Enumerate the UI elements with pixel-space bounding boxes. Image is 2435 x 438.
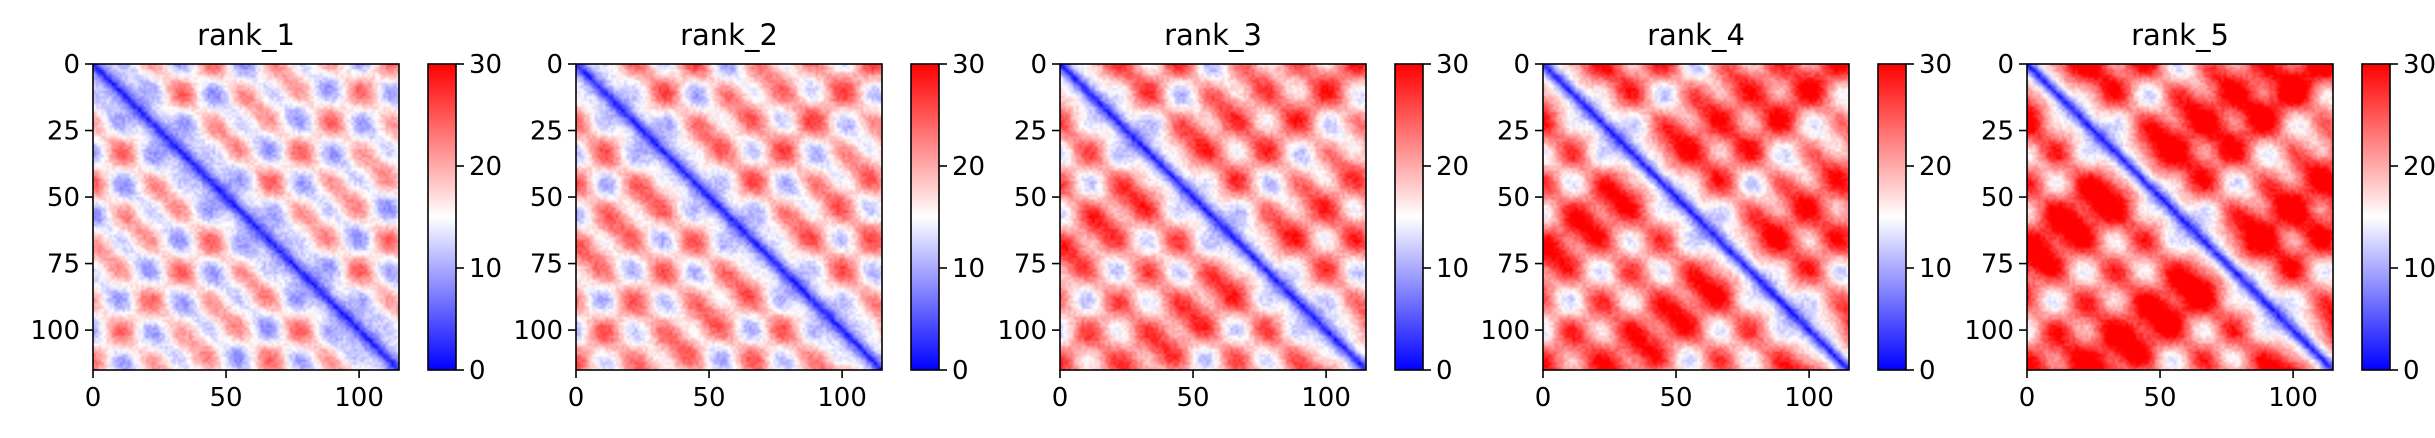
x-tick-label: 0	[2019, 383, 2036, 413]
colorbar-tick-label: 0	[2403, 356, 2420, 386]
y-tick-label: 50	[1014, 183, 1047, 213]
axes-frame	[1542, 63, 1850, 371]
heatmap-image	[1543, 64, 1849, 370]
colorbar	[427, 63, 457, 371]
colorbar-tick-label: 10	[1919, 254, 1952, 284]
heatmap-title: rank_5	[2131, 18, 2229, 52]
y-tick-label: 100	[1480, 316, 1530, 346]
y-tick-label: 25	[1981, 117, 2014, 147]
colorbar-tick-label: 10	[952, 254, 985, 284]
colorbar	[1394, 63, 1424, 371]
colorbar-tick-label: 30	[1919, 50, 1952, 80]
x-tick-label: 0	[1052, 383, 1069, 413]
colorbar-tick-label: 20	[952, 152, 985, 182]
x-tick-label: 50	[692, 383, 725, 413]
y-tick-label: 25	[530, 117, 563, 147]
heatmap-title: rank_2	[680, 18, 778, 52]
x-tick-label: 100	[2268, 383, 2318, 413]
y-tick-label: 100	[997, 316, 1047, 346]
y-tick-label: 0	[1513, 50, 1530, 80]
colorbar-tick-label: 20	[469, 152, 502, 182]
y-tick-label: 50	[47, 183, 80, 213]
colorbar-tick-label: 30	[952, 50, 985, 80]
x-tick-label: 100	[817, 383, 867, 413]
colorbar	[1877, 63, 1907, 371]
x-tick-label: 50	[1659, 383, 1692, 413]
y-tick-label: 75	[47, 250, 80, 280]
colorbar-tick-label: 30	[1436, 50, 1469, 80]
heatmap-image	[576, 64, 882, 370]
heatmap-title: rank_1	[197, 18, 295, 52]
y-tick-label: 50	[530, 183, 563, 213]
colorbar	[2361, 63, 2391, 371]
x-tick-label: 50	[1176, 383, 1209, 413]
colorbar-tick-label: 0	[952, 356, 969, 386]
colorbar-tick-label: 20	[1436, 152, 1469, 182]
x-tick-label: 100	[334, 383, 384, 413]
heatmap-title: rank_3	[1164, 18, 1262, 52]
x-tick-label: 100	[1784, 383, 1834, 413]
axes-frame	[92, 63, 400, 371]
heatmap-image	[1060, 64, 1366, 370]
colorbar-tick-label: 10	[469, 254, 502, 284]
y-tick-label: 0	[63, 50, 80, 80]
x-tick-label: 100	[1301, 383, 1351, 413]
x-tick-label: 0	[85, 383, 102, 413]
y-tick-label: 100	[30, 316, 80, 346]
colorbar-tick-label: 20	[1919, 152, 1952, 182]
y-tick-label: 0	[546, 50, 563, 80]
y-tick-label: 100	[513, 316, 563, 346]
x-tick-label: 0	[1535, 383, 1552, 413]
y-tick-label: 25	[1014, 117, 1047, 147]
y-tick-label: 75	[1497, 250, 1530, 280]
y-tick-label: 50	[1497, 183, 1530, 213]
y-tick-label: 75	[1981, 250, 2014, 280]
colorbar-tick-label: 10	[2403, 254, 2435, 284]
colorbar-tick-label: 0	[1919, 356, 1936, 386]
colorbar-tick-label: 10	[1436, 254, 1469, 284]
y-tick-label: 0	[1030, 50, 1047, 80]
axes-frame	[1059, 63, 1367, 371]
heatmap-image	[93, 64, 399, 370]
y-tick-label: 50	[1981, 183, 2014, 213]
y-tick-label: 0	[1997, 50, 2014, 80]
y-tick-label: 25	[1497, 117, 1530, 147]
x-tick-label: 50	[2143, 383, 2176, 413]
x-tick-label: 0	[568, 383, 585, 413]
x-tick-label: 50	[209, 383, 242, 413]
colorbar-tick-label: 30	[2403, 50, 2435, 80]
colorbar-tick-label: 0	[469, 356, 486, 386]
colorbar-tick-label: 0	[1436, 356, 1453, 386]
axes-frame	[575, 63, 883, 371]
heatmap-title: rank_4	[1647, 18, 1745, 52]
y-tick-label: 75	[530, 250, 563, 280]
colorbar-tick-label: 20	[2403, 152, 2435, 182]
axes-frame	[2026, 63, 2334, 371]
colorbar-tick-label: 30	[469, 50, 502, 80]
colorbar	[910, 63, 940, 371]
y-tick-label: 100	[1964, 316, 2014, 346]
heatmap-image	[2027, 64, 2333, 370]
y-tick-label: 75	[1014, 250, 1047, 280]
y-tick-label: 25	[47, 117, 80, 147]
